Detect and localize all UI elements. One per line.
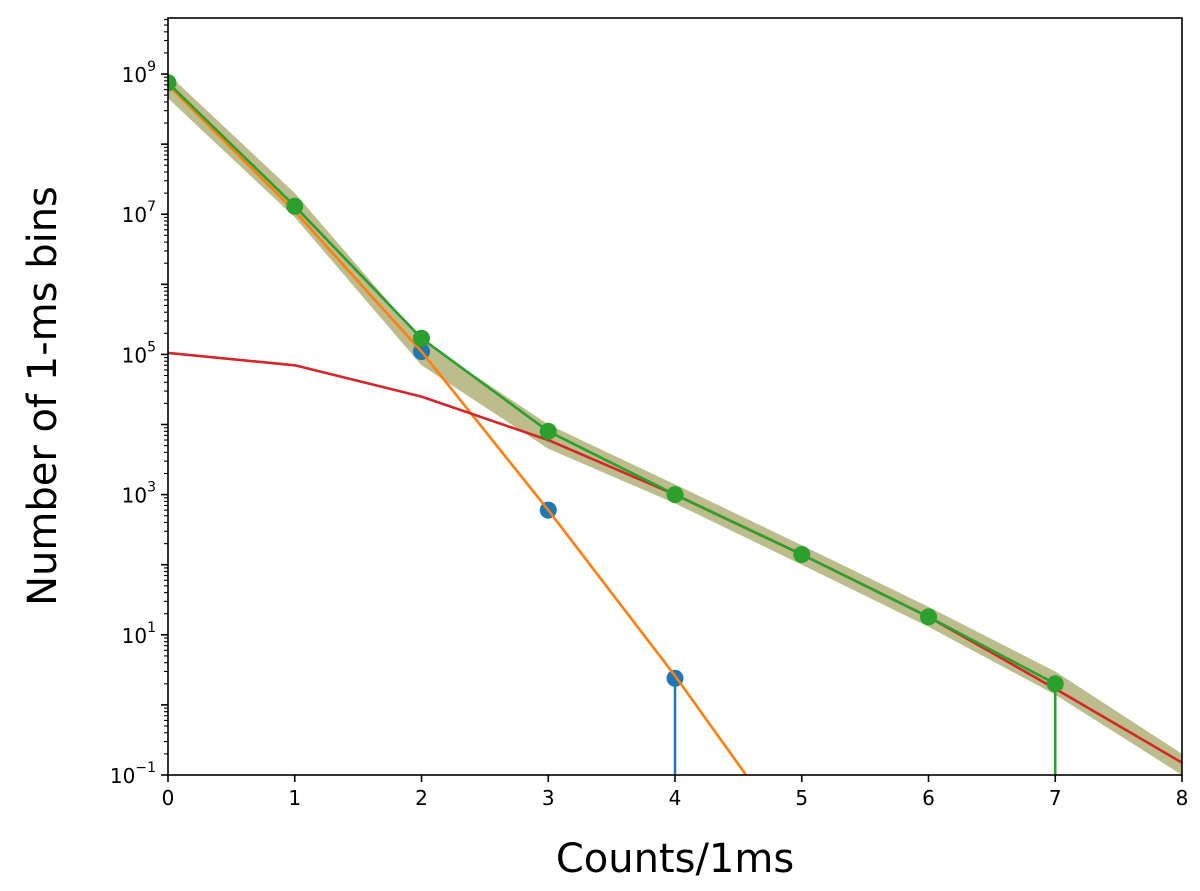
x-tick-label: 7: [1049, 786, 1062, 810]
series-3-point: [286, 197, 304, 215]
plot-area: [168, 74, 1182, 775]
x-tick-label: 2: [415, 786, 428, 810]
x-tick-label: 0: [162, 786, 175, 810]
series-3-point: [1046, 675, 1064, 693]
y-tick-label: 107: [122, 199, 156, 227]
y-tick-label: 109: [122, 59, 156, 87]
x-axis-label: Counts/1ms: [556, 836, 794, 882]
x-axis-ticks: 0 1 2 3 4 5 6 7 8: [162, 775, 1189, 810]
x-tick-label: 3: [542, 786, 555, 810]
y-tick-exponent: 3: [147, 480, 156, 496]
series-3-point: [666, 486, 684, 504]
y-tick-label: 10−1: [110, 760, 156, 788]
y-tick-exponent: 5: [147, 339, 156, 355]
series-3-point: [539, 422, 557, 440]
series-3-line: [168, 81, 1056, 685]
y-tick-exponent: −1: [135, 760, 156, 776]
series-3-point: [413, 329, 430, 347]
y-tick-label: 101: [122, 620, 156, 648]
x-tick-label: 8: [1176, 786, 1189, 810]
y-axis-label: Number of 1-ms bins: [20, 186, 66, 606]
x-tick-label: 6: [922, 786, 935, 810]
series-3-point: [793, 545, 811, 563]
x-tick-label: 4: [669, 786, 682, 810]
y-tick-exponent: 9: [147, 59, 156, 75]
series-3-point: [920, 608, 937, 626]
y-tick-label: 105: [122, 339, 156, 367]
y-axis-ticks: 109 107 105 103 101 10−1: [110, 18, 168, 788]
series-3-point: [168, 74, 177, 92]
y-tick-label: 103: [122, 480, 156, 508]
y-tick-exponent: 7: [147, 199, 156, 215]
y-tick-exponent: 1: [147, 620, 156, 636]
series-1-line: [168, 83, 748, 775]
x-tick-label: 1: [288, 786, 301, 810]
x-tick-label: 5: [795, 786, 808, 810]
